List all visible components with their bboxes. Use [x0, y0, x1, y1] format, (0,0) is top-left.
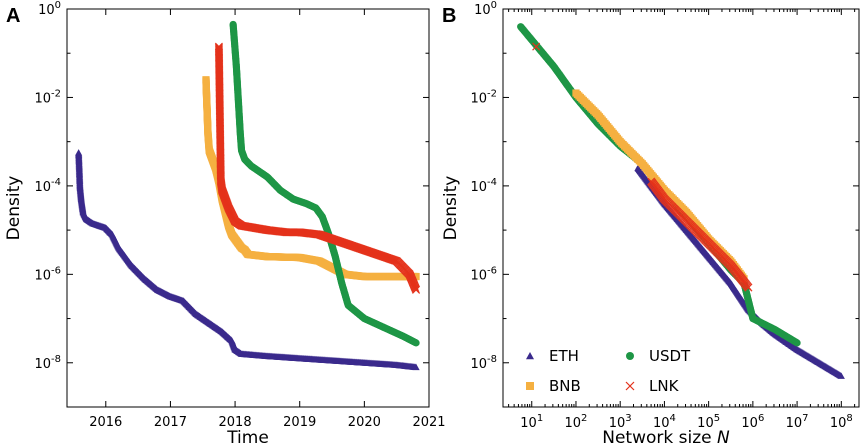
panel-b-ticks: 10-8 10-6 10-4 10-2 100 101 102 103 104 105 106 107…	[470, 0, 859, 431]
panel-b-ytick-label: 100	[474, 0, 497, 18]
panel-a-ylabel: Density	[4, 176, 24, 241]
panel-a-xtick-label: 2018	[219, 415, 252, 430]
panel-a-xtick-label: 2020	[348, 415, 381, 430]
panel-b-xtick-label: 108	[830, 413, 853, 431]
panel-a-ytick-label: 100	[38, 0, 61, 18]
panel-b-point-usdt	[793, 339, 801, 347]
panel-b-plot-area	[517, 23, 845, 379]
panel-b-letter: B	[442, 5, 456, 27]
panel-b-ytick-label: 10-6	[470, 265, 497, 283]
panel-a-series-bnb	[202, 76, 420, 281]
legend-label-usdt: USDT	[649, 347, 691, 365]
panel-a-xtick-label: 2016	[89, 415, 122, 430]
panel-b-xtick-label: 107	[786, 413, 809, 431]
panel-b-ytick-label: 10-4	[470, 177, 497, 195]
panel-b-point-eth	[837, 372, 845, 379]
panel-a-frame	[66, 8, 430, 408]
panel-a-ticks: 10-8 10-6 10-4 10-2 100 2016 2017 2018 2019 2020 2…	[34, 0, 445, 430]
panel-a-point-lnk	[412, 285, 421, 294]
legend-marker-eth	[526, 352, 534, 360]
panel-a-ytick-label: 10-8	[34, 354, 61, 372]
panel-b-xlabel-var: N	[717, 428, 730, 448]
panel-b-series-lnk	[532, 42, 753, 292]
panel-b-xlabel: Network size N	[602, 428, 730, 448]
panel-a-xtick-label: 2019	[283, 415, 316, 430]
panel-b-xtick-label: 104	[653, 413, 676, 431]
panel-a-series-eth	[75, 149, 420, 371]
panel-a-point-eth	[412, 363, 420, 371]
panel-b-legend: ETH USDT BNB LNK	[526, 347, 691, 395]
panel-b-xtick-label: 105	[697, 413, 720, 431]
panel-b-xtick-label: 106	[741, 413, 764, 431]
panel-a: A 10-8 10-6 10-4 10-2 100 2016 2017 2018 2019 202…	[4, 0, 446, 448]
panel-b-xtick-label: 101	[520, 413, 543, 431]
legend-marker-bnb	[526, 382, 534, 390]
legend-marker-usdt	[626, 352, 634, 360]
panel-b-point-lnk	[532, 42, 541, 51]
legend-label-bnb: BNB	[549, 377, 581, 395]
panel-a-letter: A	[6, 5, 20, 27]
panel-a-plot-area	[75, 20, 421, 371]
legend-label-lnk: LNK	[649, 377, 680, 395]
panel-a-xtick-label: 2017	[154, 415, 187, 430]
panel-a-ytick-label: 10-2	[34, 88, 61, 106]
panel-b-ytick-label: 10-2	[470, 88, 497, 106]
panel-a-xtick-label: 2021	[412, 415, 445, 430]
panel-b-xlabel-text: Network size	[602, 428, 711, 448]
panel-b-ylabel: Density	[441, 176, 461, 241]
panel-b-xtick-label: 102	[565, 413, 588, 431]
panel-a-series-lnk	[214, 42, 421, 294]
panel-a-point-usdt	[412, 339, 420, 347]
legend-label-eth: ETH	[549, 347, 579, 365]
panel-a-ytick-label: 10-6	[34, 265, 61, 283]
panel-b-xtick-label: 103	[609, 413, 632, 431]
panel-b-frame	[502, 8, 860, 408]
panel-a-ytick-label: 10-4	[34, 177, 61, 195]
panel-b-point-lnk	[744, 283, 753, 292]
panel-a-point-bnb	[412, 272, 420, 281]
panel-a-xlabel: Time	[226, 428, 269, 448]
panel-a-series-usdt	[229, 20, 420, 347]
legend-marker-lnk	[625, 381, 635, 391]
panel-b-ytick-label: 10-8	[470, 354, 497, 372]
